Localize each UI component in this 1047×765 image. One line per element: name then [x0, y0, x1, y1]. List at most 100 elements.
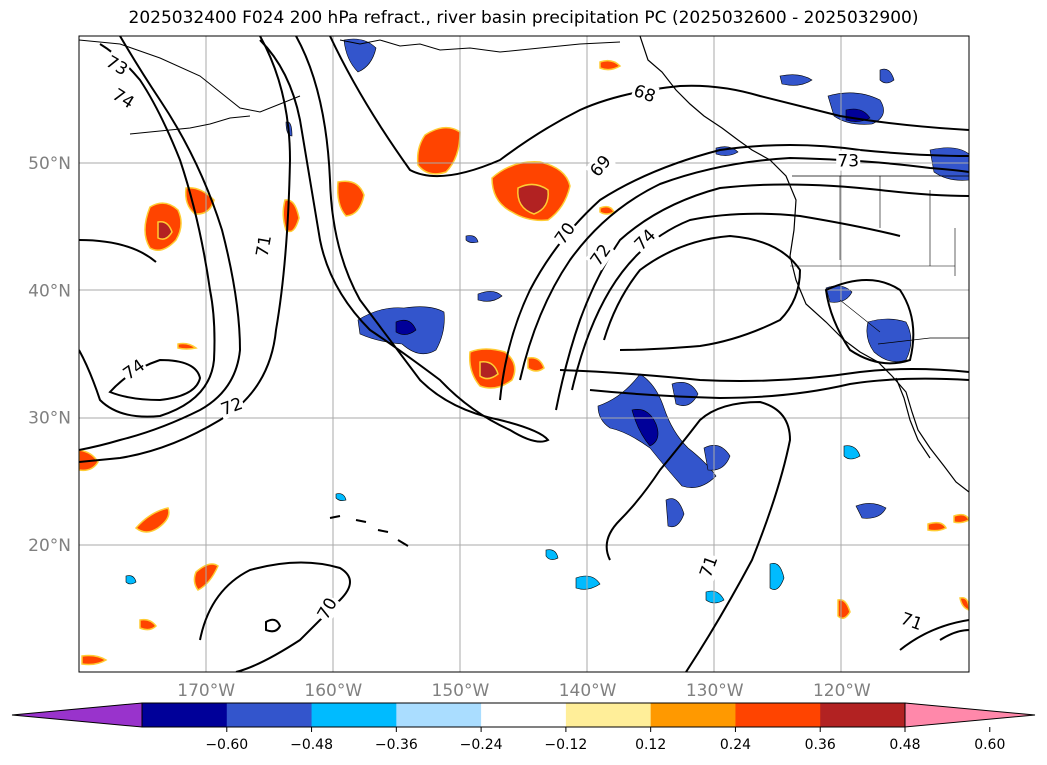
- negative-anomaly-blob: [843, 445, 861, 460]
- map-title: 2025032400 F024 200 hPa refract., river …: [128, 8, 919, 28]
- latitude-label: 30°N: [28, 409, 71, 429]
- aleutian-islands: [129, 115, 251, 135]
- colorbar-segment: [396, 703, 482, 727]
- negative-anomaly-blob: [866, 318, 912, 363]
- positive-anomaly-blob: [134, 507, 170, 533]
- us-mexico-border: [877, 337, 969, 345]
- colorbar-tick-label: −0.24: [460, 737, 503, 753]
- latitude-label: 50°N: [28, 154, 71, 174]
- contour-label-background: [118, 354, 150, 385]
- colorbar-segment: [481, 703, 567, 727]
- contour-line: [899, 619, 969, 651]
- negative-anomaly-blob: [769, 563, 785, 590]
- contour-label-background: [549, 217, 580, 249]
- negative-anomaly-blob: [477, 291, 503, 302]
- positive-anomaly-blob: [177, 342, 198, 350]
- contour-line: [824, 279, 915, 365]
- positive-anomaly-blob: [336, 180, 365, 217]
- colorbar-extend-high: [904, 702, 1036, 728]
- contour-line: [605, 400, 792, 672]
- colorbar-segment: [820, 703, 906, 727]
- contour-label-background: [251, 232, 276, 260]
- map-frame: [78, 35, 970, 673]
- colorbar-frame: [141, 702, 906, 728]
- longitude-labels: 170°W 160°W 150°W 140°W 130°W 120°W: [177, 681, 871, 701]
- contour-label-background: [216, 392, 247, 420]
- contour-label: 71: [253, 234, 276, 259]
- positive-anomaly-blob: [517, 183, 549, 215]
- negative-anomaly-blob: [343, 38, 377, 73]
- contour-label-background: [585, 239, 616, 271]
- contour-line: [79, 36, 292, 463]
- longitude-label: 150°W: [432, 681, 490, 701]
- colorbar: −0.60 −0.48 −0.36 −0.24 −0.12 0.12 0.24 0.36 0.4…: [11, 702, 1036, 753]
- negative-anomaly-blob: [779, 74, 813, 86]
- baja-peninsula-coast: [895, 377, 931, 459]
- contour-label-background: [836, 150, 861, 171]
- longitude-label: 120°W: [813, 681, 871, 701]
- longitude-label: 130°W: [686, 681, 744, 701]
- contour-line: [265, 618, 282, 633]
- latitude-labels: 50°N 40°N 30°N 20°N: [28, 154, 71, 556]
- state-borders: [790, 176, 956, 333]
- positive-anomaly-blob: [527, 356, 545, 372]
- southeast-alaska-coast: [339, 39, 621, 53]
- colorbar-extend-low: [11, 702, 143, 728]
- contour-label-background: [694, 551, 722, 582]
- negative-anomaly-blob: [395, 319, 417, 335]
- colorbar-tick-label: 0.48: [889, 737, 920, 753]
- colorbar-tick-label: 0.24: [720, 737, 751, 753]
- contour-line: [555, 183, 969, 411]
- contour-line: [559, 368, 969, 382]
- positive-anomaly-blob: [139, 618, 157, 631]
- positive-anomaly-blob: [599, 59, 622, 71]
- colorbar-segment: [226, 703, 313, 727]
- contour-label-background: [312, 593, 342, 624]
- positive-anomaly-blob: [927, 521, 948, 532]
- colorbar-segment: [311, 703, 397, 727]
- colorbar-tick-label: −0.36: [375, 737, 418, 753]
- negative-anomaly-blob: [335, 493, 347, 501]
- longitude-label: 170°W: [177, 681, 235, 701]
- negative-anomaly-blob: [855, 503, 887, 519]
- positive-anomaly-blob: [959, 597, 969, 611]
- longitude-label: 140°W: [559, 681, 617, 701]
- colorbar-segment: [565, 703, 652, 727]
- longitude-label: 160°W: [304, 681, 362, 701]
- colorbar-segment: [650, 703, 736, 727]
- contour-label-background: [584, 150, 616, 182]
- coastlines: [79, 36, 969, 547]
- colorbar-tick-label: −0.12: [544, 737, 587, 753]
- contour-label-background: [630, 79, 660, 107]
- contour-line: [589, 377, 969, 400]
- contour-label: 73: [837, 152, 859, 172]
- contour-line: [571, 212, 901, 391]
- colorbar-tick-label: −0.60: [205, 737, 248, 753]
- positive-anomaly-blob: [184, 187, 215, 215]
- colorbar-tick-label: 0.36: [805, 737, 836, 753]
- contour-line: [199, 561, 351, 672]
- positive-anomaly-blob: [416, 126, 461, 175]
- latitude-label: 20°N: [28, 536, 71, 556]
- negative-anomaly-blob: [879, 68, 895, 84]
- colorbar-segment: [735, 703, 821, 727]
- colorbar-tick-label: 0.60: [974, 737, 1005, 753]
- contour-line: [499, 144, 969, 401]
- refractivity-contours: [79, 36, 969, 672]
- negative-anomaly-blob: [545, 549, 559, 560]
- negative-anomaly-blob: [465, 235, 479, 243]
- north-america-coast: [639, 36, 969, 493]
- contour-line: [519, 156, 969, 381]
- colorbar-tick-label: 0.12: [635, 737, 666, 753]
- contour-line: [329, 36, 969, 178]
- positive-anomaly-blob: [479, 361, 499, 380]
- contour-label-background: [108, 83, 139, 114]
- contour-label-background: [897, 607, 927, 635]
- colorbar-tick-label: −0.48: [290, 737, 333, 753]
- negative-anomaly-blob: [665, 498, 685, 528]
- negative-anomaly-blob: [631, 409, 659, 447]
- colorbar-segment: [142, 703, 228, 727]
- negative-anomaly-fill: [125, 38, 969, 604]
